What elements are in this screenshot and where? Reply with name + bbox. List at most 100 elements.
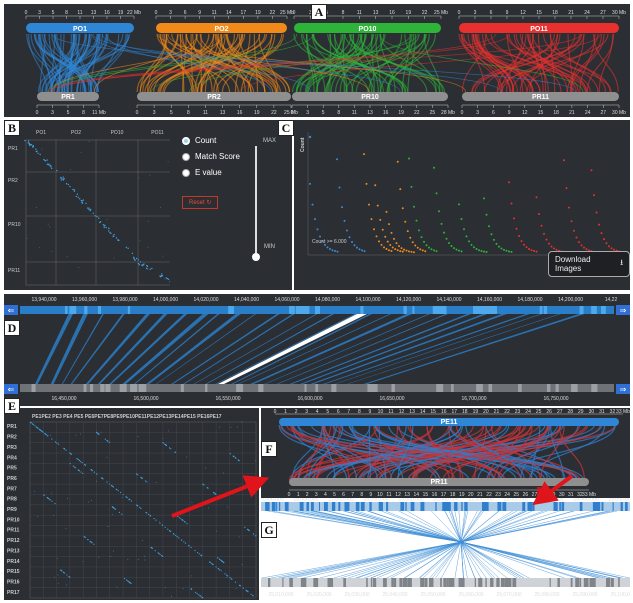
synteny-ribbon: [500, 424, 616, 481]
row-label: PR2: [7, 435, 17, 441]
alignment-band: [205, 314, 335, 384]
dot: [60, 179, 63, 181]
scatter-point: [515, 227, 518, 230]
dot: [230, 426, 232, 428]
synteny-ribbon: [337, 424, 506, 481]
download-label: Download Images: [555, 255, 591, 273]
dot: [96, 473, 98, 475]
dot: [255, 460, 257, 462]
synteny-ribbon: [324, 424, 393, 481]
tick-label: 25,050,000: [420, 592, 445, 598]
dot: [227, 506, 229, 508]
dot: [207, 507, 209, 509]
tick-label: 14,120,000: [396, 297, 421, 303]
tick-label: 5: [52, 10, 55, 16]
dot: [137, 171, 139, 173]
threshold-slider-track[interactable]: [255, 146, 257, 256]
download-images-button[interactable]: Download Images ⭳: [548, 251, 630, 277]
dot: [240, 421, 242, 423]
reset-button[interactable]: Reset ↻: [182, 196, 219, 209]
tick-label: 16: [441, 409, 447, 415]
top-block: [386, 502, 389, 511]
dot: [34, 425, 36, 427]
cross-ribbon: [47, 33, 497, 93]
top-block: [484, 502, 488, 511]
dot: [39, 247, 41, 249]
dot: [37, 152, 39, 155]
synteny-ribbon: [293, 33, 369, 93]
tick-label: 8: [65, 10, 68, 16]
bottom-block: [391, 384, 395, 392]
dot: [112, 486, 115, 488]
dot: [174, 451, 176, 453]
scatter-point: [405, 249, 408, 252]
column-label: PO11: [151, 130, 164, 136]
dot: [26, 237, 28, 239]
dot: [101, 477, 103, 479]
scatter-point: [361, 249, 363, 252]
row-label: PR7: [7, 486, 17, 492]
top-block: [276, 502, 278, 511]
top-block: [592, 502, 597, 511]
bottom-block: [205, 384, 208, 392]
dot: [44, 433, 46, 435]
threshold-slider-handle[interactable]: [252, 253, 260, 261]
option-e-value[interactable]: E value: [182, 168, 222, 177]
tick-label: 19: [459, 492, 465, 498]
dot: [81, 462, 83, 464]
dot: [146, 268, 148, 270]
dot: [147, 246, 149, 248]
tick-label: 22: [422, 10, 428, 16]
alignment-band: [347, 314, 561, 384]
tick-label: 14,180,000: [517, 297, 542, 303]
tick-label: 6: [342, 492, 345, 498]
synteny-ribbon: [414, 424, 561, 481]
tick-label: 25,060,000: [458, 592, 483, 598]
tick-label: 6: [184, 10, 187, 16]
tick-label: 0: [291, 110, 294, 116]
bottom-block: [424, 578, 428, 587]
dot: [196, 551, 199, 554]
alignment-line: [460, 510, 575, 579]
bottom-block: [451, 578, 455, 587]
option-match-score[interactable]: Match Score: [182, 152, 240, 161]
option-count[interactable]: Count: [182, 136, 216, 145]
top-block: [412, 306, 415, 314]
tick-label: 9: [369, 492, 372, 498]
tick-label: 13: [91, 10, 97, 16]
dot: [74, 466, 76, 468]
dot: [150, 546, 152, 549]
tick-label: 21: [568, 10, 574, 16]
scatter-point: [319, 235, 321, 238]
dot: [137, 262, 140, 265]
synteny-ribbon: [397, 424, 414, 481]
scatter-point: [495, 242, 498, 245]
tick-label: 23: [515, 409, 521, 415]
synteny-ribbon: [308, 424, 344, 481]
dot: [136, 473, 138, 475]
scatter-point: [408, 250, 410, 253]
dot: [78, 267, 80, 269]
dot: [51, 167, 53, 170]
synteny-ribbon: [342, 33, 345, 93]
synteny-ribbon: [497, 424, 561, 481]
alignment-band: [363, 314, 585, 384]
bottom-block: [458, 578, 463, 587]
synteny-ribbon: [359, 424, 603, 481]
top-block: [331, 502, 336, 511]
dot: [140, 476, 142, 478]
synteny-ribbon: [288, 424, 484, 481]
tick-label: 13,960,000: [72, 297, 97, 303]
tick-label: 18: [552, 10, 558, 16]
scatter-point: [493, 238, 495, 241]
row-label: PR2: [8, 178, 18, 184]
dot: [139, 261, 142, 263]
tick-label: 24: [504, 492, 510, 498]
full-dotplot-view: PE1PE2 PE3 PE4 PE5 PE6PE7PE8PE9PE10PE11P…: [7, 414, 257, 599]
top-block: [435, 502, 437, 511]
synteny-ribbon: [375, 424, 574, 481]
dot: [57, 574, 59, 576]
scatter-point: [370, 218, 373, 221]
cross-ribbon: [101, 33, 401, 93]
dot: [139, 240, 141, 242]
